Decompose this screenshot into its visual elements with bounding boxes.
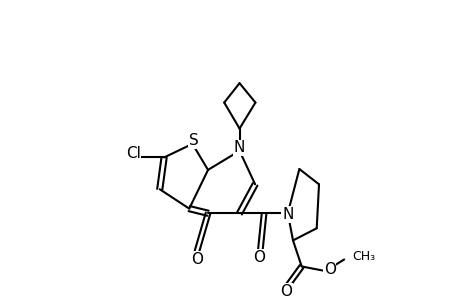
Text: O: O xyxy=(323,262,335,277)
Text: Cl: Cl xyxy=(125,146,140,160)
Text: O: O xyxy=(280,284,292,299)
Text: O: O xyxy=(190,252,202,267)
Text: N: N xyxy=(233,140,245,155)
Text: O: O xyxy=(252,250,264,265)
Text: CH₃: CH₃ xyxy=(352,250,375,263)
Text: S: S xyxy=(189,134,198,148)
Text: N: N xyxy=(281,207,293,222)
